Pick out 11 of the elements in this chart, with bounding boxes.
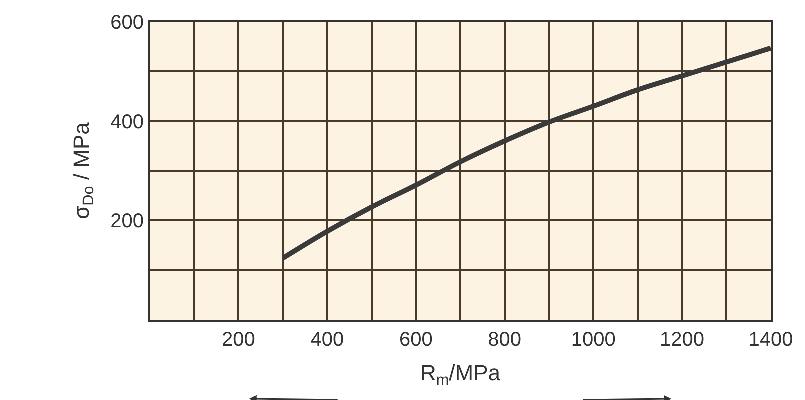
x-tick-label: 800: [488, 329, 522, 351]
x-axis-title: R$_{m}$/MPa: [420, 360, 502, 390]
y-tick-label: 600: [110, 12, 144, 34]
x-tick-label: 200: [222, 329, 256, 351]
x-tick-label: 1200: [660, 329, 705, 351]
x-tick-label: 1400: [748, 329, 794, 351]
x-tick-label: 400: [310, 329, 344, 351]
y-tick-label: 200: [110, 210, 144, 233]
y-tick-label: 400: [110, 111, 144, 134]
x-tick-label: 1000: [571, 329, 616, 351]
x-tick-label: 600: [399, 329, 433, 351]
